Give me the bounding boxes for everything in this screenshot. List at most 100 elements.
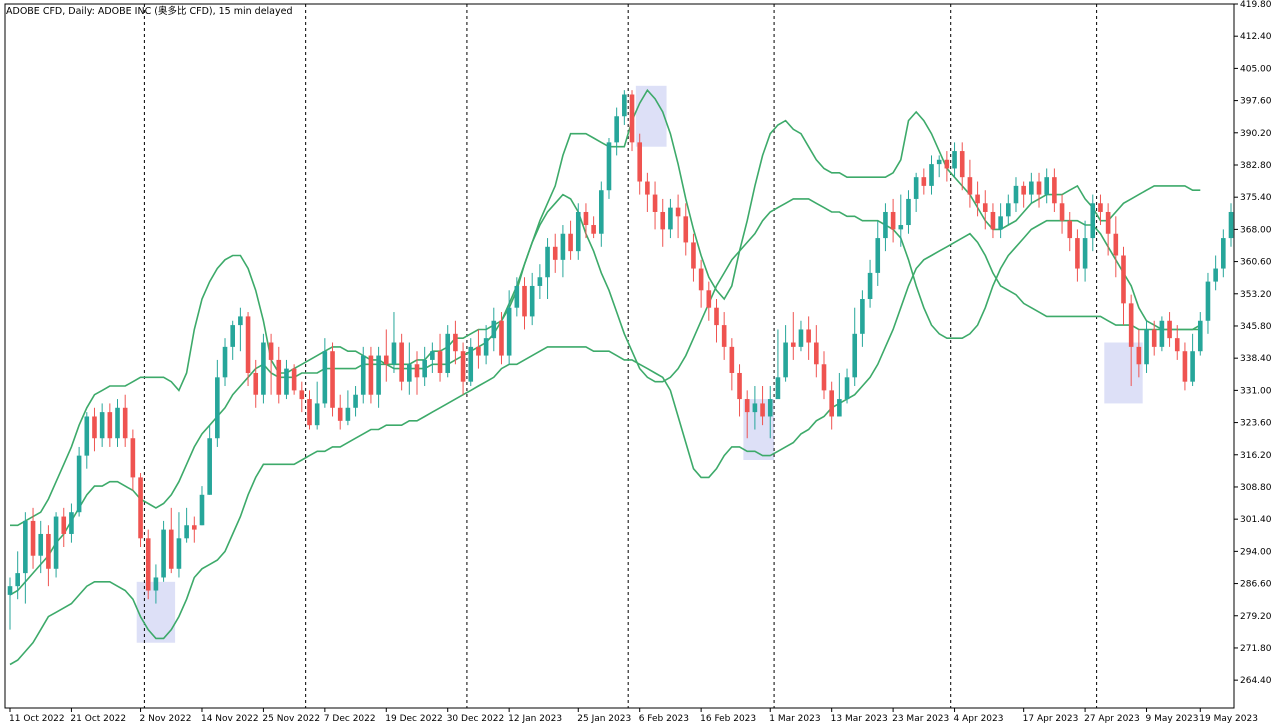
candle-body <box>929 164 934 186</box>
candle-body <box>675 207 681 217</box>
candle-body <box>714 307 719 326</box>
candle-body <box>975 194 980 204</box>
candle-body <box>1036 181 1042 195</box>
candle-body <box>268 342 274 360</box>
candle-body <box>952 151 957 169</box>
candle-body <box>990 211 996 230</box>
x-tick-label: 27 Apr 2023 <box>1084 714 1140 724</box>
candle-body <box>7 586 13 595</box>
candle-body <box>1174 338 1180 352</box>
candle-body <box>261 342 266 395</box>
bollinger-band-lower <box>9 232 1201 666</box>
candle-body <box>1105 211 1111 234</box>
candle-body <box>729 346 735 373</box>
candle-body <box>407 364 412 382</box>
x-tick-label: 19 Dec 2022 <box>385 714 443 724</box>
candle-body <box>575 211 581 252</box>
candle-body <box>545 246 550 278</box>
candle-body <box>844 377 850 400</box>
y-tick-label: 279.20 <box>1240 612 1271 622</box>
x-tick-label: 4 Apr 2023 <box>954 714 1004 724</box>
x-tick-label: 14 Nov 2022 <box>201 714 259 724</box>
y-tick-label: 301.40 <box>1240 515 1271 525</box>
candle-body <box>998 216 1003 230</box>
candle-body <box>1067 220 1073 239</box>
candle-body <box>591 225 596 234</box>
candle-body <box>936 159 942 165</box>
candle-body <box>691 242 696 269</box>
candle-body <box>683 216 689 243</box>
x-tick-label: 13 Mar 2023 <box>831 714 888 724</box>
candle-body <box>783 342 788 378</box>
candle-body <box>422 359 427 378</box>
candle-body <box>883 211 888 239</box>
candle-body <box>153 577 159 591</box>
candle-body <box>399 342 404 382</box>
y-tick-label: 375.40 <box>1240 193 1271 203</box>
candle-body <box>1090 203 1096 239</box>
candle-body <box>598 190 604 234</box>
candle-body <box>1151 329 1157 347</box>
candle-body <box>222 346 228 378</box>
candle-body <box>460 351 466 382</box>
candle-body <box>491 320 497 339</box>
candle-body <box>130 438 136 478</box>
candle-body <box>522 285 527 317</box>
y-tick-label: 405.00 <box>1240 64 1271 74</box>
candle-body <box>499 320 504 356</box>
candle-body <box>107 412 113 439</box>
candle-body <box>1113 233 1119 256</box>
candle-body <box>622 94 627 117</box>
candle-body <box>560 233 566 260</box>
candle-body <box>982 203 988 212</box>
candle-body <box>1182 351 1188 382</box>
y-tick-label: 286.60 <box>1240 580 1271 590</box>
candle-body <box>806 329 811 343</box>
candle-body <box>821 364 827 391</box>
candle-body <box>299 390 305 400</box>
candle-body <box>775 377 781 400</box>
candle-body <box>1128 303 1134 347</box>
candle-body <box>867 272 873 300</box>
candle-body <box>568 233 573 252</box>
candle-body <box>184 525 189 539</box>
candle-body <box>898 225 904 230</box>
candle-body <box>1228 211 1234 239</box>
candle-body <box>959 151 965 178</box>
candle-body <box>207 438 212 495</box>
candle-body <box>660 211 666 230</box>
candle-body <box>637 142 643 182</box>
candle-body <box>852 333 858 378</box>
candle-body <box>383 355 389 365</box>
candle-body <box>721 325 727 347</box>
candle-body <box>53 516 59 569</box>
y-tick-label: 419.80 <box>1240 0 1271 10</box>
candle-body <box>698 268 704 291</box>
candle-body <box>30 520 36 556</box>
candle-body <box>1213 268 1218 282</box>
candle-body <box>967 177 973 195</box>
candle-body <box>1221 238 1226 269</box>
y-tick-label: 271.80 <box>1240 644 1271 654</box>
x-tick-label: 19 May 2023 <box>1199 714 1258 724</box>
y-tick-label: 308.80 <box>1240 483 1271 493</box>
candle-body <box>1075 238 1080 269</box>
candle-body <box>245 316 251 373</box>
candle-body <box>1190 351 1195 382</box>
candle-body <box>191 525 197 530</box>
candle-body <box>744 399 750 413</box>
plot-frame <box>4 3 1235 709</box>
candle-body <box>1013 185 1019 204</box>
candle-body <box>38 533 44 556</box>
candle-body <box>437 351 443 373</box>
y-tick-label: 412.40 <box>1240 32 1271 42</box>
candle-body <box>860 299 865 334</box>
x-tick-label: 7 Dec 2022 <box>324 714 376 724</box>
candle-body <box>199 494 205 526</box>
candle-body <box>99 412 105 439</box>
candle-body <box>376 355 381 395</box>
x-tick-label: 16 Feb 2023 <box>700 714 756 724</box>
candle-body <box>276 359 282 395</box>
candle-body <box>906 198 911 226</box>
